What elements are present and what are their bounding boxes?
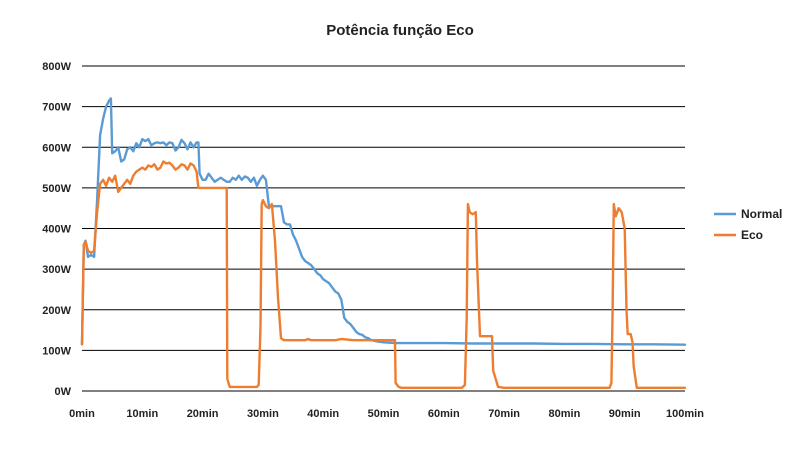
x-tick-label: 90min <box>609 408 641 420</box>
y-tick-label: 800W <box>42 61 71 73</box>
x-tick-label: 30min <box>247 408 279 420</box>
y-tick-label: 100W <box>42 345 71 357</box>
gridlines <box>82 65 685 392</box>
x-axis-tick-labels: 0min 10min 20min 30min 40min 50min 60min 70min 8… <box>69 408 704 420</box>
y-axis-tick-labels: 0W 100W 200W 300W 400W 500W 600W 700W 800W <box>42 61 71 398</box>
y-tick-label: 700W <box>42 102 71 114</box>
y-tick-label: 300W <box>42 264 71 276</box>
x-tick-label: 100min <box>666 408 704 420</box>
series-line-normal <box>80 97 687 346</box>
x-tick-label: 40min <box>307 408 339 420</box>
series-line-eco <box>80 160 687 389</box>
y-tick-label: 200W <box>42 305 71 317</box>
y-tick-label: 0W <box>55 386 72 398</box>
x-tick-label: 10min <box>126 408 158 420</box>
series-lines <box>80 97 687 389</box>
x-tick-label: 0min <box>69 408 95 420</box>
y-tick-label: 600W <box>42 142 71 154</box>
legend-label-normal: Normal <box>741 207 782 221</box>
legend-label-eco: Eco <box>741 228 763 242</box>
x-tick-label: 20min <box>187 408 219 420</box>
x-tick-label: 60min <box>428 408 460 420</box>
y-tick-label: 500W <box>42 183 71 195</box>
x-tick-label: 50min <box>368 408 400 420</box>
x-tick-label: 80min <box>549 408 581 420</box>
x-tick-label: 70min <box>488 408 520 420</box>
chart-title: Potência função Eco <box>326 22 474 39</box>
y-tick-label: 400W <box>42 224 71 236</box>
legend: Normal Eco <box>714 207 782 242</box>
